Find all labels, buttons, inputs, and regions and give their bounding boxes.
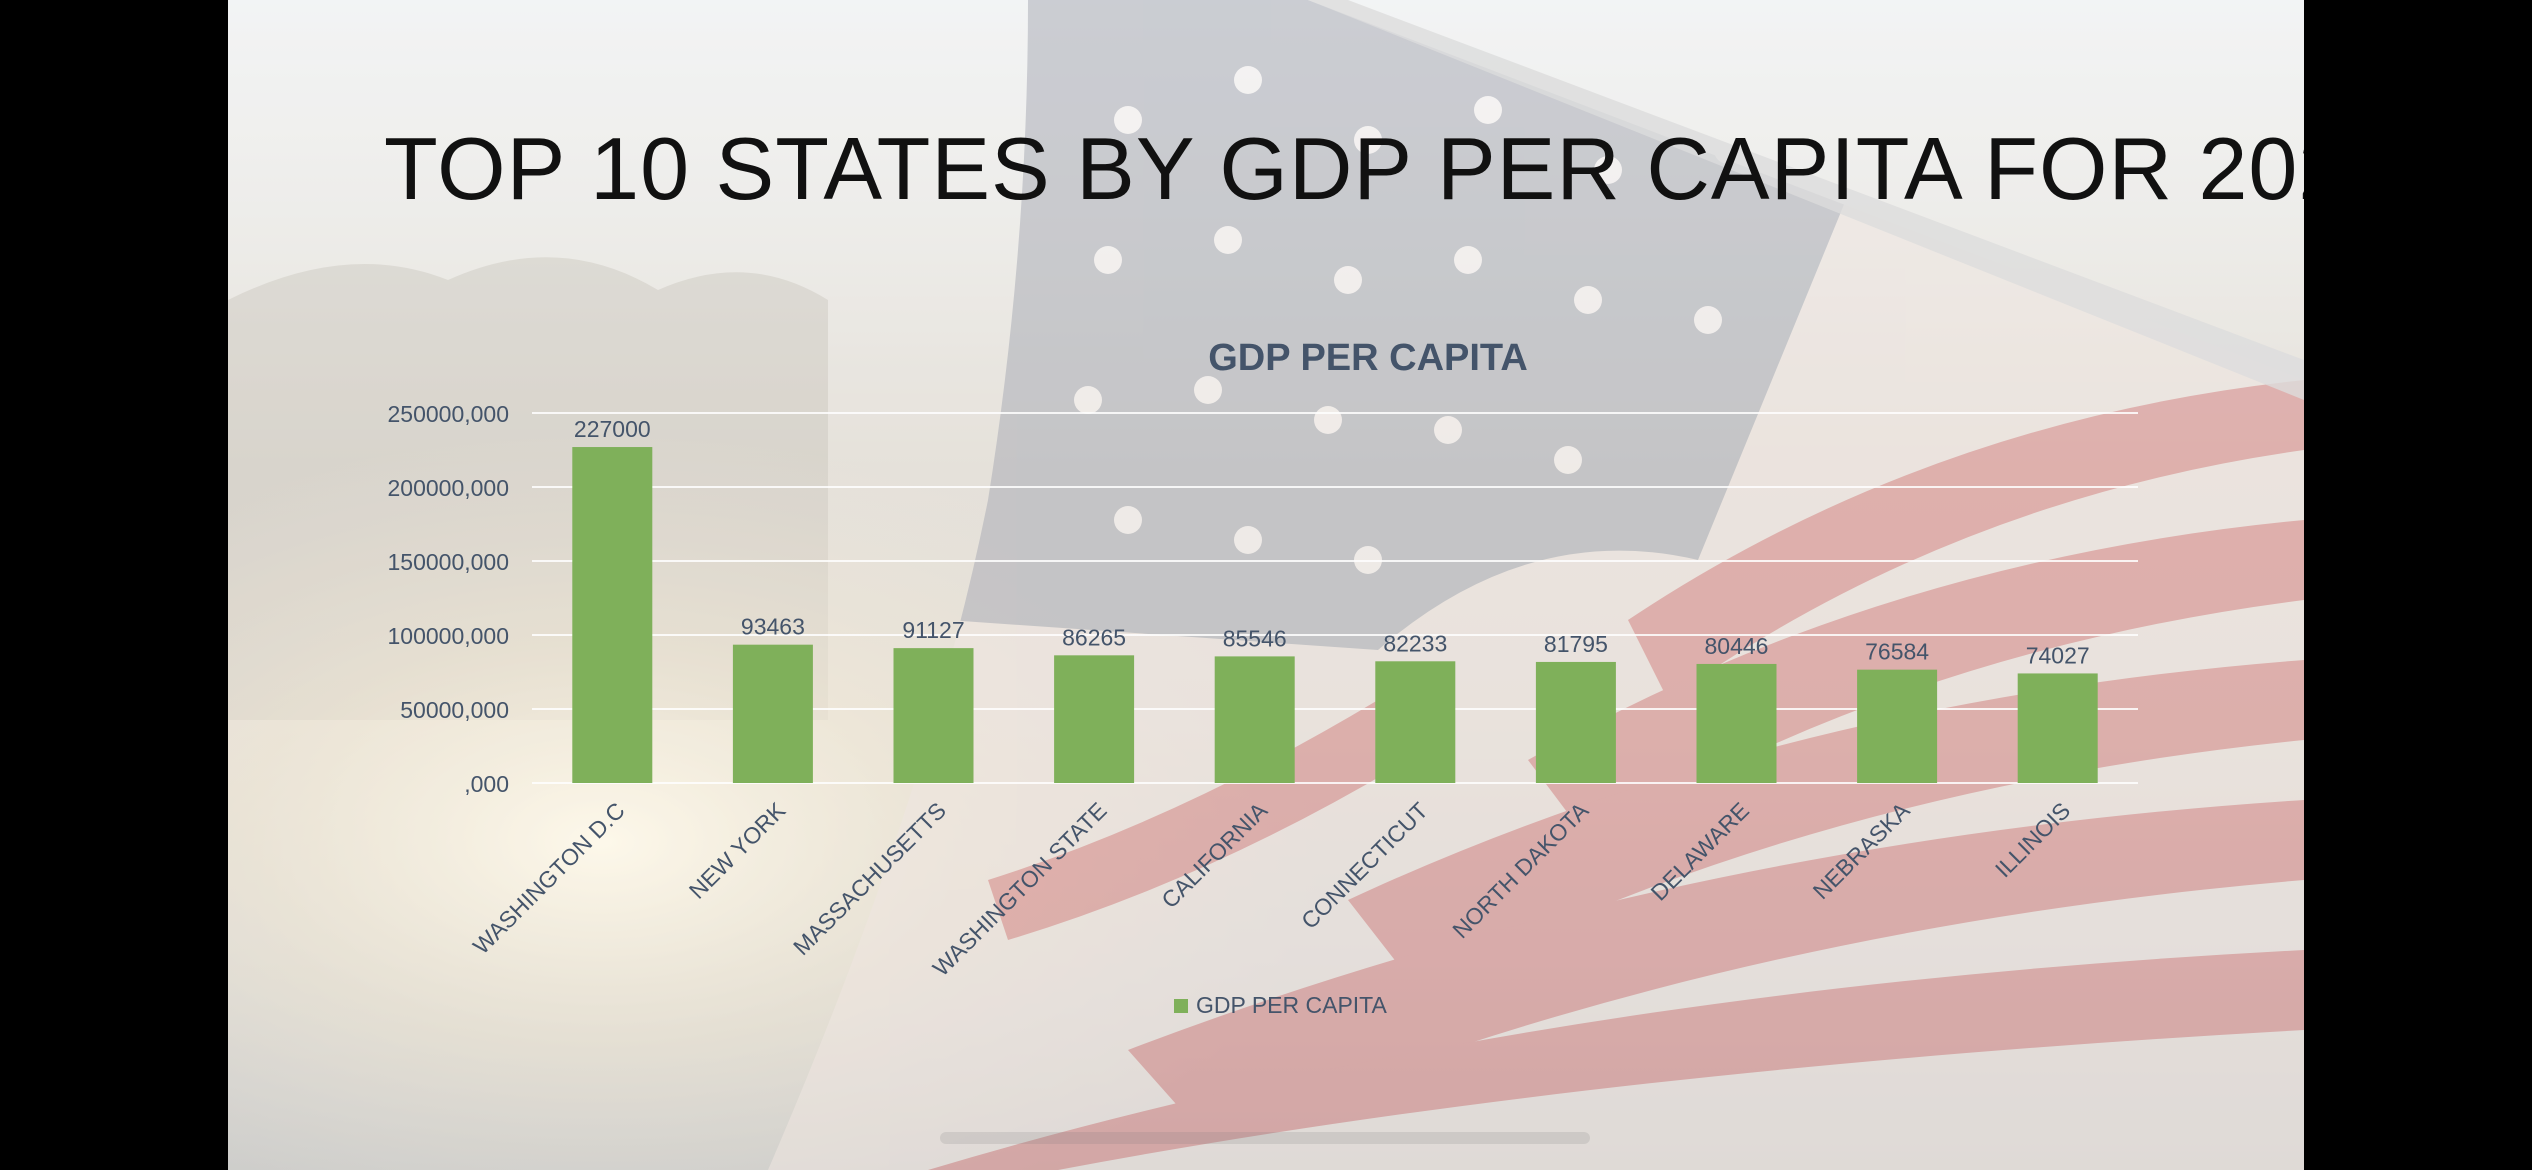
y-tick-label: 150000,000 xyxy=(387,549,509,575)
data-label: 86265 xyxy=(1062,624,1126,650)
bar-massachusetts xyxy=(893,648,974,783)
bar-delaware xyxy=(1696,663,1777,783)
x-category-label: WASHINGTON D.C xyxy=(468,797,630,959)
data-label: 76584 xyxy=(1865,639,1929,665)
chart-title: GDP PER CAPITA xyxy=(1208,337,1528,379)
data-label: 82233 xyxy=(1383,630,1447,656)
data-label: 81795 xyxy=(1544,631,1608,657)
data-label: 227000 xyxy=(574,416,651,442)
x-category-label: DELAWARE xyxy=(1646,797,1754,905)
bar-illinois xyxy=(2017,673,2098,783)
y-tick-label: ,000 xyxy=(464,771,509,797)
bar-new-york xyxy=(732,644,813,783)
bar-california xyxy=(1214,656,1295,783)
data-label: 91127 xyxy=(902,617,964,643)
data-label: 85546 xyxy=(1223,625,1287,651)
data-label: 80446 xyxy=(1705,633,1769,659)
y-tick-label: 250000,000 xyxy=(387,401,509,427)
x-category-label: ILLINOIS xyxy=(1990,797,2075,882)
data-label: 93463 xyxy=(741,614,805,640)
x-category-label: NORTH DAKOTA xyxy=(1447,797,1594,944)
scroll-indicator xyxy=(940,1132,1590,1144)
page-title: TOP 10 STATES BY GDP PER CAPITA FOR 2021 xyxy=(384,119,2304,218)
x-category-label: MASSACHUSETTS xyxy=(788,797,951,960)
slide: TOP 10 STATES BY GDP PER CAPITA FOR 2021… xyxy=(228,0,2304,1170)
bar-chart: GDP PER CAPITA ,000 50000,000 100000,000 150… xyxy=(387,337,2138,1018)
y-tick-label: 100000,000 xyxy=(387,623,509,649)
y-tick-label: 50000,000 xyxy=(400,697,509,723)
x-category-label: CALIFORNIA xyxy=(1156,797,1272,913)
bar-washington-state xyxy=(1054,655,1135,783)
x-category-label: WASHINGTON STATE xyxy=(928,797,1112,981)
legend-swatch xyxy=(1174,999,1188,1013)
bar-nebraska xyxy=(1857,669,1938,783)
y-tick-label: 200000,000 xyxy=(387,475,509,501)
x-category-label: CONNECTICUT xyxy=(1296,797,1433,934)
bar-washington-d-c xyxy=(572,447,653,783)
x-category-label: NEW YORK xyxy=(684,797,791,904)
bar-connecticut xyxy=(1375,661,1456,783)
bar-north-dakota xyxy=(1535,661,1616,783)
legend-label: GDP PER CAPITA xyxy=(1196,992,1388,1018)
data-label: 74027 xyxy=(2026,642,2090,668)
x-category-label: NEBRASKA xyxy=(1808,797,1915,904)
